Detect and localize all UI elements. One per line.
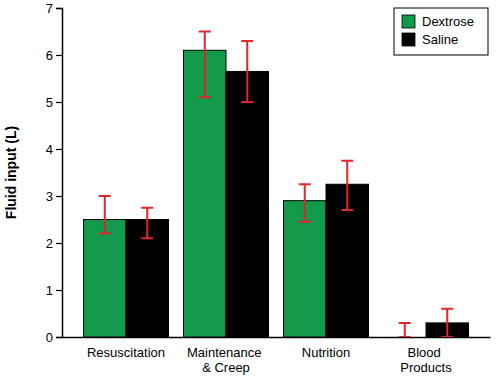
- error-bar: [441, 309, 453, 337]
- y-tick-label: 2: [46, 236, 53, 251]
- y-tick-label: 6: [46, 48, 53, 63]
- error-bar: [99, 196, 111, 234]
- y-axis: 0 1 2 3 4 5 6 7: [46, 1, 63, 345]
- y-tick-label: 3: [46, 189, 53, 204]
- y-tick-label: 4: [46, 142, 53, 157]
- y-tick-mark: [56, 337, 62, 338]
- bar: [226, 71, 269, 337]
- y-tick-label: 0: [46, 330, 53, 345]
- y-tick: 4: [46, 142, 62, 157]
- x-tick-label: Resuscitation: [87, 345, 165, 360]
- error-bars: [99, 32, 411, 338]
- x-tick-label: Blood Products: [400, 345, 452, 375]
- x-tick: Blood Products: [400, 345, 452, 375]
- y-tick-mark: [56, 290, 62, 291]
- x-tick: Maintenance & Creep: [187, 345, 265, 375]
- y-tick-mark: [56, 102, 62, 103]
- x-tick-label: Maintenance & Creep: [187, 345, 265, 375]
- bar-series: [126, 71, 469, 337]
- legend-label: Dextrose: [422, 14, 474, 29]
- y-tick-mark: [56, 196, 62, 197]
- legend-swatch: [402, 15, 415, 28]
- plot-area: [84, 32, 469, 338]
- error-bar: [299, 184, 311, 222]
- y-tick-label: 7: [46, 1, 53, 16]
- x-tick: Resuscitation: [87, 345, 165, 360]
- error-bar: [141, 208, 153, 239]
- y-tick-label: 1: [46, 283, 53, 298]
- legend-frame: [394, 8, 488, 55]
- x-tick-label: Nutrition: [302, 345, 350, 360]
- chart: 0 1 2 3 4 5 6 7 Resuscitation Maintenance & Creep…: [0, 0, 500, 390]
- y-axis-title: Fluid input (L): [3, 126, 19, 219]
- y-tick: 1: [46, 283, 62, 298]
- y-tick: 5: [46, 95, 62, 110]
- error-bar: [241, 41, 253, 102]
- y-tick-mark: [56, 8, 62, 9]
- y-tick-label: 5: [46, 95, 53, 110]
- x-axis: Resuscitation Maintenance & Creep Nutritio…: [63, 338, 491, 376]
- legend-swatch: [402, 33, 415, 46]
- y-tick-mark: [56, 55, 62, 56]
- y-tick-mark: [56, 243, 62, 244]
- y-axis-line: [56, 9, 63, 338]
- x-tick: Nutrition: [302, 345, 350, 360]
- y-tick: 0: [46, 330, 62, 345]
- y-tick: 7: [46, 1, 62, 16]
- error-bars: [141, 41, 453, 337]
- y-tick-mark: [56, 149, 62, 150]
- error-bar: [199, 32, 211, 98]
- bar: [84, 220, 127, 338]
- y-tick: 2: [46, 236, 62, 251]
- legend: Dextrose Saline: [394, 8, 488, 55]
- error-bar: [399, 323, 411, 337]
- error-bar: [341, 161, 353, 210]
- y-tick: 6: [46, 48, 62, 63]
- legend-label: Saline: [422, 32, 458, 47]
- y-tick: 3: [46, 189, 62, 204]
